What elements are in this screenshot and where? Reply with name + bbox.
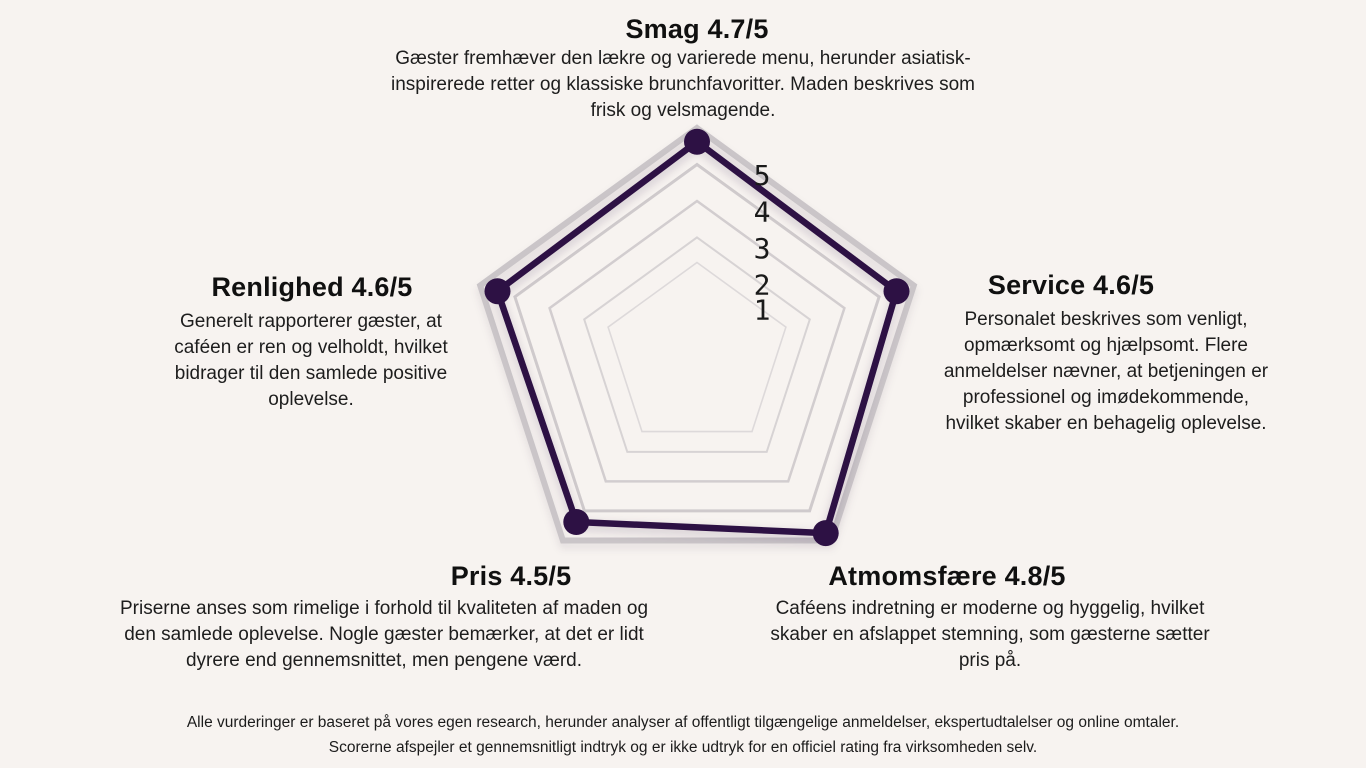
- smag-description: Gæster fremhæver den lækre og varierede …: [391, 48, 975, 121]
- atmosfaere-heading: Atmomsfære 4.8/5: [828, 561, 1066, 591]
- radar-vertex-pris: [563, 509, 590, 535]
- radar-vertex-atmomsfære: [812, 520, 839, 547]
- radar-tick-2: 2: [754, 268, 771, 301]
- radar-vertex-service: [883, 278, 910, 305]
- disclaimer: Alle vurderinger er baseret på vores ege…: [0, 710, 1366, 760]
- radar-ring-level-3: [548, 199, 846, 483]
- radar-ring-level-4: [513, 162, 881, 513]
- radar-ring-level-5: [476, 124, 918, 544]
- renlighed-description: Generelt rapporterer gæster, at caféen e…: [174, 311, 448, 410]
- radar-ring-level-2: [583, 236, 811, 453]
- renlighed-heading: Renlighed 4.6/5: [211, 272, 413, 302]
- pris-description: Priserne anses som rimelige i forhold ti…: [119, 598, 649, 671]
- disclaimer-line-1: Alle vurderinger er baseret på vores ege…: [186, 714, 1180, 731]
- pris-heading: Pris 4.5/5: [450, 561, 572, 591]
- radar-tick-4: 4: [754, 196, 771, 229]
- service-description: Personalet beskrives som venligt, opmærk…: [943, 309, 1269, 434]
- atmosfaere-description: Caféens indretning er moderne og hyggeli…: [770, 598, 1210, 671]
- radar-ring-level-1: [607, 261, 787, 433]
- service-heading: Service 4.6/5: [987, 270, 1155, 300]
- radar-tick-3: 3: [754, 232, 771, 265]
- radar-tick-5: 5: [754, 159, 771, 192]
- radar-tick-1: 1: [754, 294, 771, 327]
- radar-vertex-smag: [684, 128, 710, 155]
- smag-heading: Smag 4.7/5: [625, 14, 769, 44]
- disclaimer-line-2: Scorerne afspejler et gennemsnitligt ind…: [328, 739, 1038, 756]
- radar-data-polygon: [494, 138, 900, 537]
- radar-vertex-renlighed: [484, 278, 511, 305]
